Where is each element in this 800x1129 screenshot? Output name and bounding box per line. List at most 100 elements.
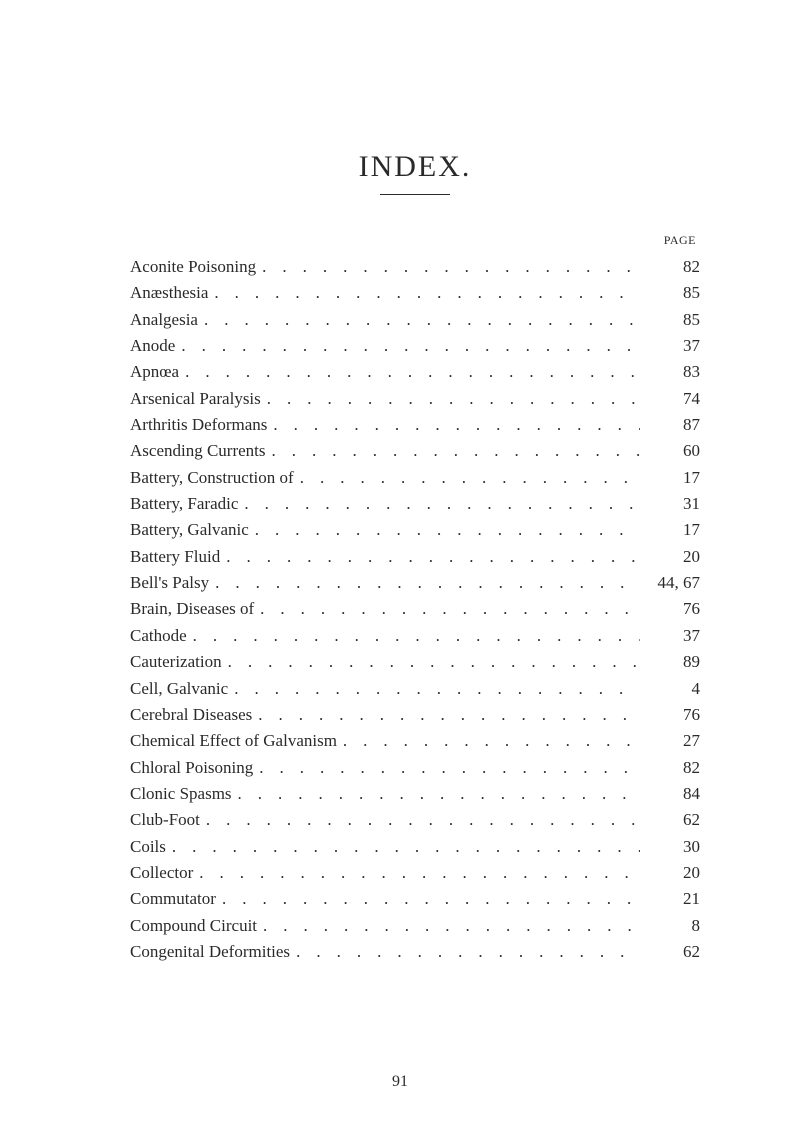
index-term: Anæsthesia <box>130 280 208 306</box>
index-term: Analgesia <box>130 307 198 333</box>
index-row: Chemical Effect of Galvanism............… <box>130 728 700 754</box>
index-term: Ascending Currents <box>130 438 266 464</box>
index-row: Collector...............................… <box>130 860 700 886</box>
index-row: Battery, Faradic........................… <box>130 491 700 517</box>
index-page: 76 <box>640 702 700 728</box>
dot-leader: ........................................ <box>253 755 640 781</box>
index-page: 37 <box>640 623 700 649</box>
index-page: 31 <box>640 491 700 517</box>
index-page: 8 <box>640 913 700 939</box>
index-row: Arsenical Paralysis.....................… <box>130 386 700 412</box>
index-page: 85 <box>640 280 700 306</box>
page: INDEX. PAGE Aconite Poisoning...........… <box>0 0 800 1129</box>
index-row: Battery, Galvanic.......................… <box>130 517 700 543</box>
index-term: Clonic Spasms <box>130 781 232 807</box>
dot-leader: ........................................ <box>294 465 640 491</box>
index-term: Cathode <box>130 623 187 649</box>
index-page: 62 <box>640 939 700 965</box>
dot-leader: ........................................ <box>193 860 640 886</box>
index-term: Chemical Effect of Galvanism <box>130 728 337 754</box>
index-page: 84 <box>640 781 700 807</box>
index-page: 17 <box>640 517 700 543</box>
index-term: Anode <box>130 333 175 359</box>
dot-leader: ........................................ <box>261 386 640 412</box>
index-page: 85 <box>640 307 700 333</box>
dot-leader: ........................................ <box>254 596 640 622</box>
dot-leader: ........................................ <box>252 702 640 728</box>
index-page: 74 <box>640 386 700 412</box>
index-row: Brain, Diseases of......................… <box>130 596 700 622</box>
index-row: Cerebral Diseases.......................… <box>130 702 700 728</box>
index-row: Battery, Construction of................… <box>130 465 700 491</box>
index-page: 37 <box>640 333 700 359</box>
title-rule-wrap <box>130 194 700 195</box>
title-rule <box>380 194 450 195</box>
dot-leader: ........................................ <box>290 939 640 965</box>
index-row: Analgesia...............................… <box>130 307 700 333</box>
dot-leader: ........................................ <box>256 254 640 280</box>
index-page: 83 <box>640 359 700 385</box>
index-row: Arthritis Deformans.....................… <box>130 412 700 438</box>
index-page: 20 <box>640 544 700 570</box>
page-column-header: PAGE <box>130 233 700 248</box>
dot-leader: ........................................ <box>228 676 640 702</box>
index-term: Aconite Poisoning <box>130 254 256 280</box>
index-page: 62 <box>640 807 700 833</box>
index-row: Club-Foot...............................… <box>130 807 700 833</box>
index-row: Cauterization...........................… <box>130 649 700 675</box>
index-term: Compound Circuit <box>130 913 257 939</box>
index-row: Commutator..............................… <box>130 886 700 912</box>
index-row: Cell, Galvanic..........................… <box>130 676 700 702</box>
index-row: Ascending Currents......................… <box>130 438 700 464</box>
index-term: Chloral Poisoning <box>130 755 253 781</box>
dot-leader: ........................................ <box>209 570 640 596</box>
index-page: 4 <box>640 676 700 702</box>
dot-leader: ........................................ <box>208 280 640 306</box>
index-page: 27 <box>640 728 700 754</box>
dot-leader: ........................................ <box>267 412 640 438</box>
index-term: Cauterization <box>130 649 222 675</box>
dot-leader: ........................................ <box>198 307 640 333</box>
index-term: Collector <box>130 860 193 886</box>
index-page: 76 <box>640 596 700 622</box>
index-term: Battery, Faradic <box>130 491 238 517</box>
index-row: Anode...................................… <box>130 333 700 359</box>
index-row: Clonic Spasms...........................… <box>130 781 700 807</box>
index-term: Bell's Palsy <box>130 570 209 596</box>
index-term: Battery, Construction of <box>130 465 294 491</box>
dot-leader: ........................................ <box>216 886 640 912</box>
index-term: Cerebral Diseases <box>130 702 252 728</box>
dot-leader: ........................................ <box>238 491 640 517</box>
index-term: Coils <box>130 834 166 860</box>
index-page: 87 <box>640 412 700 438</box>
index-page: 17 <box>640 465 700 491</box>
index-row: Coils...................................… <box>130 834 700 860</box>
dot-leader: ........................................ <box>187 623 640 649</box>
index-term: Commutator <box>130 886 216 912</box>
dot-leader: ........................................ <box>232 781 640 807</box>
index-term: Congenital Deformities <box>130 939 290 965</box>
dot-leader: ........................................ <box>249 517 640 543</box>
index-page: 60 <box>640 438 700 464</box>
index-row: Anæsthesia..............................… <box>130 280 700 306</box>
dot-leader: ........................................ <box>337 728 640 754</box>
folio-number: 91 <box>0 1073 800 1091</box>
dot-leader: ........................................ <box>179 359 640 385</box>
index-row: Battery Fluid...........................… <box>130 544 700 570</box>
index-row: Aconite Poisoning.......................… <box>130 254 700 280</box>
index-row: Compound Circuit........................… <box>130 913 700 939</box>
index-page: 82 <box>640 755 700 781</box>
index-term: Battery Fluid <box>130 544 220 570</box>
index-row: Congenital Deformities..................… <box>130 939 700 965</box>
index-term: Club-Foot <box>130 807 200 833</box>
index-page: 89 <box>640 649 700 675</box>
dot-leader: ........................................ <box>220 544 640 570</box>
index-page: 82 <box>640 254 700 280</box>
index-row: Cathode.................................… <box>130 623 700 649</box>
index-term: Arthritis Deformans <box>130 412 267 438</box>
index-list: Aconite Poisoning.......................… <box>130 254 700 965</box>
index-row: Apnœa...................................… <box>130 359 700 385</box>
index-row: Chloral Poisoning.......................… <box>130 755 700 781</box>
index-term: Cell, Galvanic <box>130 676 228 702</box>
index-row: Bell's Palsy............................… <box>130 570 700 596</box>
